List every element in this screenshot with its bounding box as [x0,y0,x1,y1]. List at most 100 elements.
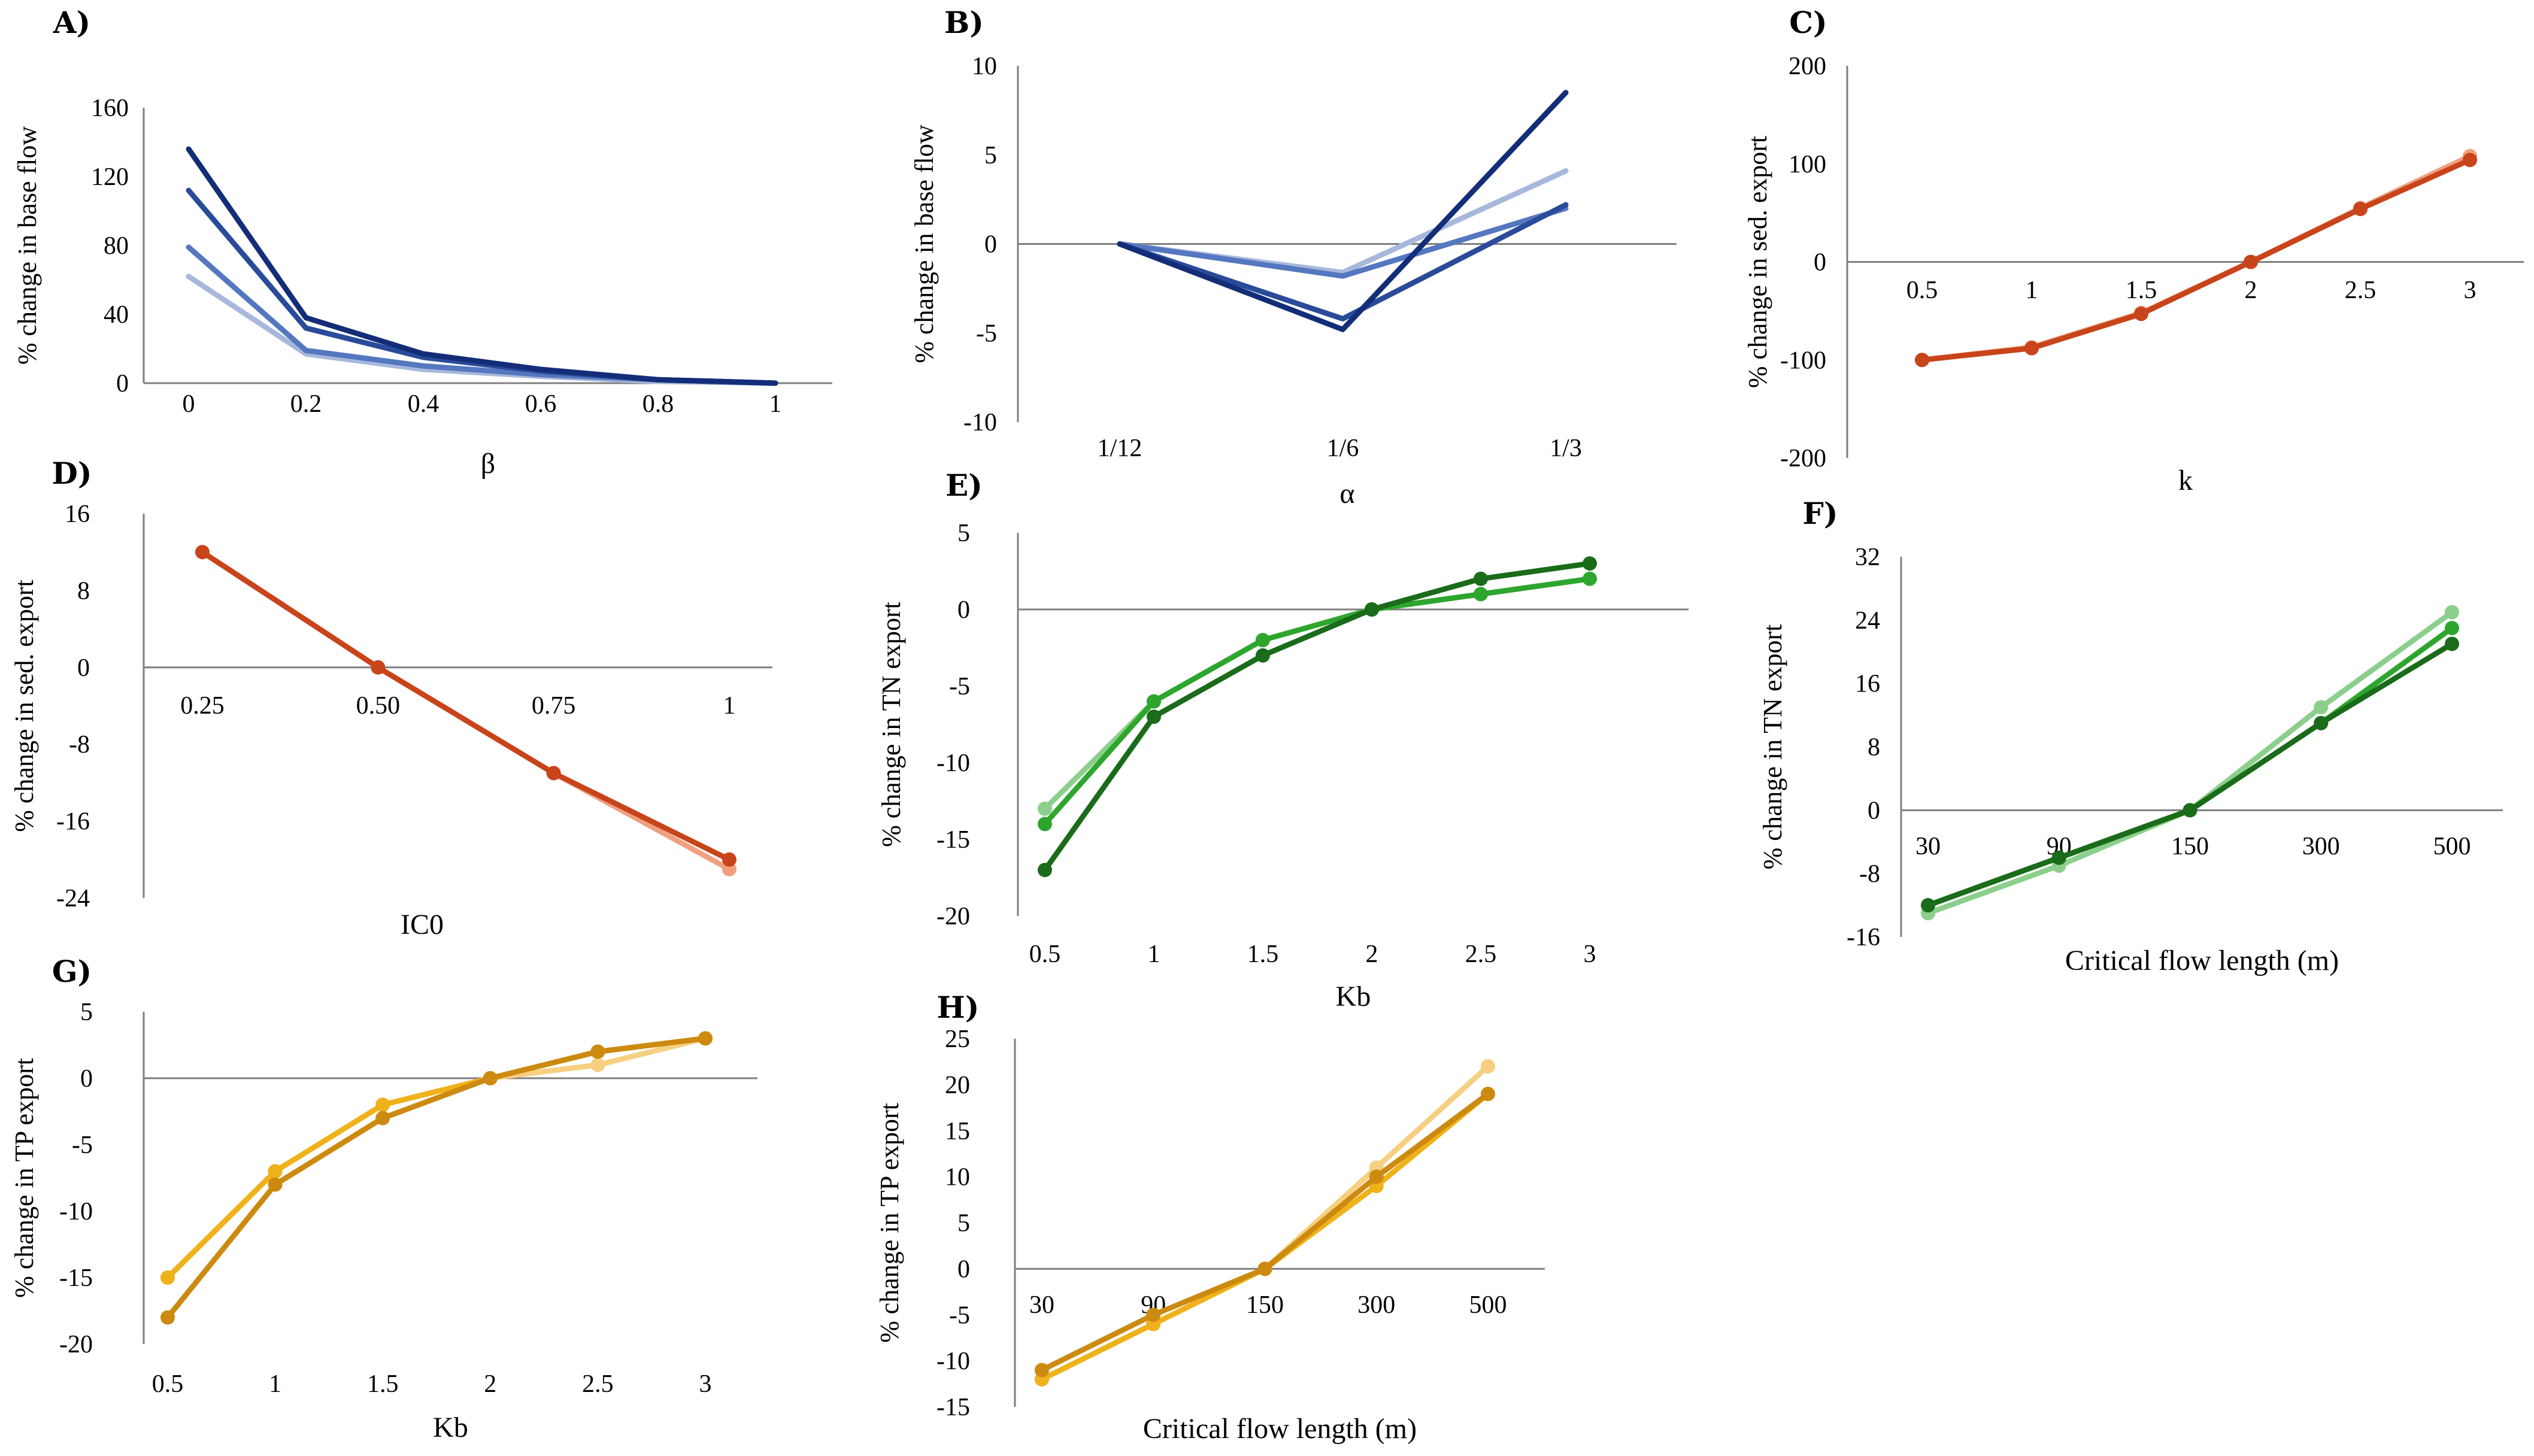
x-tick-label: 1.5 [2126,277,2157,304]
x-tick-label: 0.75 [532,692,576,720]
panel-g: G) -20 -15 -10 -5 0 5 0.5 1 1.5 2 2.5 3 Kb % change in… [10,954,757,1443]
data-point [1257,1261,1272,1276]
data-point [483,1071,498,1085]
y-tick-label: 5 [957,520,970,547]
y-tick-label: 15 [945,1118,970,1145]
y-axis-title: % change in TP export [10,1058,39,1298]
data-point [1147,694,1161,709]
y-tick-label: 0 [77,654,90,682]
x-tick-label: 1/6 [1327,435,1359,462]
x-tick-label: 30 [1029,1291,1054,1319]
data-point [375,1111,390,1126]
data-point [2244,254,2258,269]
x-tick-label: 2.5 [2345,277,2377,304]
series-line-s3 [1042,560,1593,873]
y-tick-label: -5 [72,1132,93,1159]
data-point [2445,621,2459,636]
x-axis-title: β [481,448,495,480]
data-point [1147,709,1161,724]
y-tick-label: 120 [91,163,129,191]
panel-e: E) -20 -15 -10 -5 0 5 0.5 1 1.5 2 2.5 3 Kb % change in… [877,468,1689,1012]
x-tick-label: 0.25 [180,692,225,720]
x-tick-label: 0 [183,390,195,418]
x-tick-label: 1 [723,692,736,720]
y-tick-label: 5 [957,1210,970,1237]
x-axis-title: Critical flow length (m) [2065,945,2339,976]
series-line-s2 [1042,576,1593,827]
y-tick-label: 0 [957,596,970,624]
y-tick-label: -16 [1847,924,1880,951]
data-point [1038,801,1052,816]
panel-label: F) [1802,496,1838,531]
x-tick-label: 3 [2464,277,2477,304]
data-point [2445,605,2459,620]
x-tick-label: 0.5 [152,1370,184,1398]
series-line-s3 [1117,202,1569,321]
series-line-s1 [1919,153,2473,363]
series-line-s4 [1117,90,1569,332]
x-tick-label: 0.5 [1906,277,1938,304]
data-point [371,660,386,675]
data-point [1474,571,1488,586]
x-tick-label: 2 [1366,941,1378,968]
data-point [698,1031,713,1046]
y-tick-label: 0 [116,370,129,398]
x-tick-label: 2.5 [582,1370,614,1398]
data-point [2134,307,2148,321]
x-tick-label: 1/3 [1550,435,1582,462]
x-tick-label: 0.8 [642,390,674,418]
series-line-s1 [1042,576,1593,812]
panel-label: C) [1789,5,1827,40]
y-tick-label: 25 [945,1026,970,1053]
panel-label: B) [944,5,984,40]
data-point [1921,898,1935,913]
x-tick-label: 3 [699,1370,712,1398]
y-axis-title: % change in sed. export [1743,136,1772,389]
x-tick-label: 500 [1469,1291,1507,1319]
x-tick-label: 0.2 [290,390,322,418]
series-line-s2 [199,549,732,863]
data-point [1365,602,1379,617]
series-line-s2 [1919,157,2473,363]
y-tick-label: 160 [91,95,129,122]
y-tick-label: 0 [1814,249,1826,277]
y-tick-label: 32 [1855,544,1880,571]
y-tick-label: -10 [59,1198,93,1226]
y-tick-label: -15 [59,1264,93,1292]
data-point [722,852,736,867]
data-point [268,1164,283,1179]
x-tick-label: 0.4 [408,390,439,418]
x-axis-title: k [2178,465,2193,496]
data-point [2353,202,2368,217]
y-tick-label: 200 [1789,53,1826,80]
x-axis-title: α [1339,478,1354,509]
panel-label: G) [52,954,92,989]
y-tick-label: 8 [77,577,90,605]
data-point [1583,571,1597,586]
data-point [1481,1087,1495,1102]
data-point [2051,850,2066,865]
x-tick-label: 1 [1148,941,1160,968]
data-point [1038,817,1052,832]
data-point [160,1310,175,1325]
series-line-s1 [1039,1063,1491,1382]
x-tick-label: 2 [484,1370,496,1398]
y-tick-label: 10 [945,1164,970,1191]
x-tick-label: 0.5 [1029,941,1061,968]
data-point [1583,556,1597,571]
x-tick-label: 1 [769,390,782,418]
y-tick-label: 100 [1789,151,1826,178]
data-point [2463,153,2477,168]
data-point [1915,353,1929,368]
data-point [195,545,210,560]
x-tick-label: 300 [1357,1291,1395,1319]
x-axis-title: Kb [1336,981,1371,1012]
panel-d: D) -24 -16 -8 0 8 16 0.25 0.50 0.75 1 IC0 % change i… [10,456,772,941]
y-tick-label: -8 [69,731,90,759]
x-tick-label: 30 [1915,833,1941,860]
y-tick-label: -15 [936,1394,970,1421]
x-tick-label: 150 [1246,1291,1284,1319]
y-tick-label: -16 [56,808,90,836]
y-tick-label: 0 [984,231,997,259]
